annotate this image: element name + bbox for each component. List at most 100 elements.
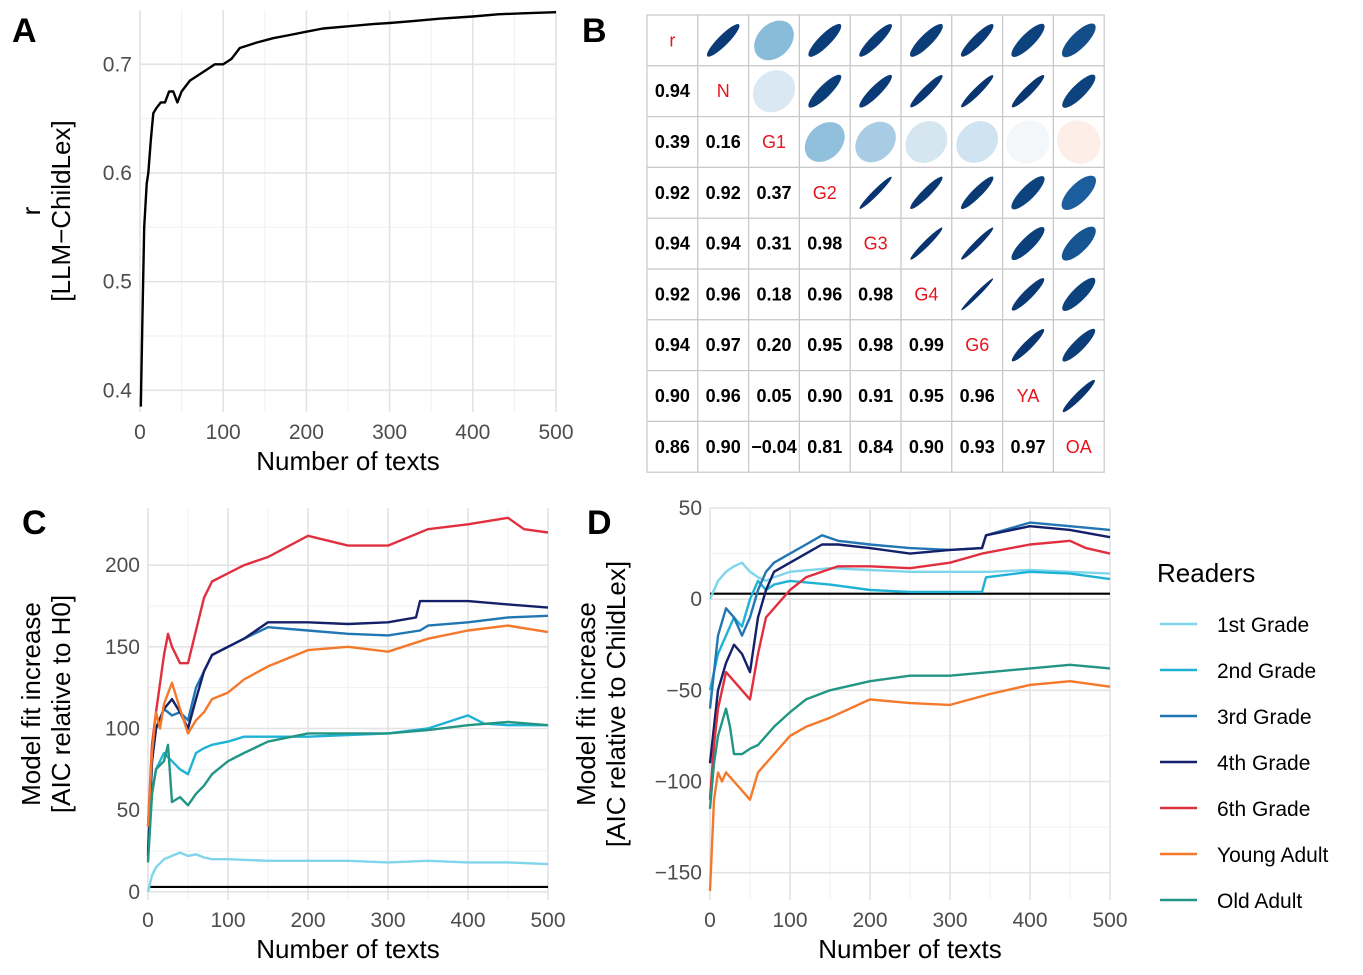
correlation-ellipse: [752, 70, 796, 113]
correlation-value: 0.94: [655, 234, 690, 254]
correlation-value: 0.18: [756, 284, 791, 304]
y-axis-title-line: [AIC relative to ChildLex]: [601, 561, 631, 847]
correlation-value: 0.99: [909, 335, 944, 355]
correlation-value: 0.95: [807, 335, 842, 355]
correlation-value: 0.05: [756, 386, 791, 406]
correlation-value: 0.39: [655, 132, 690, 152]
legend-label-young-adult: Young Adult: [1217, 844, 1329, 867]
correlation-value: 0.97: [1010, 437, 1045, 457]
y-axis-title-line: [LLM−ChildLex]: [46, 120, 76, 301]
correlation-value: 0.86: [655, 437, 690, 457]
x-axis-title: Number of texts: [818, 934, 1002, 964]
diagonal-label-g6: G6: [965, 335, 989, 355]
correlation-value: 0.94: [655, 335, 690, 355]
y-tick-label: 200: [105, 554, 140, 577]
panel-label-d: D: [587, 504, 612, 542]
correlation-value: 0.96: [706, 284, 741, 304]
matrix-cell: [1052, 420, 1105, 473]
correlation-ellipse: [1062, 379, 1095, 413]
y-tick-label: 0: [690, 588, 702, 611]
correlation-ellipse: [1011, 176, 1045, 210]
x-tick-label: 400: [450, 909, 485, 932]
correlation-value: 0.98: [858, 335, 893, 355]
legend-title: Readers: [1157, 558, 1255, 588]
correlation-ellipse: [910, 227, 943, 260]
legend-label-3rd-grade: 3rd Grade: [1217, 706, 1312, 729]
matrix-cell: [646, 319, 699, 372]
y-axis-title-line: [AIC relative to H0]: [46, 595, 76, 813]
matrix-cell: [747, 166, 800, 219]
series-line-young-adult: [146, 624, 549, 827]
correlation-ellipse: [910, 75, 943, 108]
diagonal-label-g1: G1: [762, 132, 786, 152]
matrix-cell: [798, 166, 851, 219]
y-tick-label: 0.4: [103, 379, 133, 402]
matrix-cell: [849, 420, 902, 473]
y-tick-label: 150: [105, 636, 140, 659]
correlation-value: 0.37: [756, 183, 791, 203]
series-line-1st-grade: [146, 851, 549, 893]
matrix-cell: [849, 370, 902, 423]
matrix-cell: [747, 268, 800, 321]
correlation-value: 0.95: [909, 386, 944, 406]
correlation-ellipse: [808, 23, 842, 57]
correlation-value: 0.31: [756, 234, 791, 254]
correlation-value: 0.97: [706, 335, 741, 355]
diagonal-label-oa: OA: [1066, 437, 1092, 457]
correlation-value: 0.90: [909, 437, 944, 457]
correlation-ellipse: [1011, 227, 1045, 261]
correlation-value: 0.96: [807, 284, 842, 304]
correlation-value: 0.92: [706, 183, 741, 203]
x-tick-label: 0: [704, 909, 716, 932]
correlation-ellipse: [1061, 175, 1097, 211]
correlation-ellipse: [910, 176, 943, 209]
y-tick-label: −50: [666, 679, 702, 702]
x-tick-label: 400: [1012, 909, 1047, 932]
matrix-cell: [900, 370, 953, 423]
x-tick-label: 0: [142, 909, 154, 932]
diagonal-label-g2: G2: [813, 183, 837, 203]
correlation-value: 0.20: [756, 335, 791, 355]
correlation-ellipse: [1062, 328, 1096, 362]
correlation-ellipse: [1062, 74, 1096, 108]
panel-b-correlation-matrix: r 0.94 N 0.39 0.16 G1 0.92 0.92 0.37 G2 0.94 0.94 0.…: [646, 14, 1105, 473]
correlation-value: 0.94: [655, 81, 690, 101]
y-axis-title-line: r: [16, 206, 46, 215]
correlation-ellipse: [956, 121, 999, 163]
correlation-ellipse: [804, 122, 845, 162]
panel-label-a: A: [12, 12, 37, 50]
x-axis-title: Number of texts: [256, 446, 440, 476]
x-tick-label: 200: [289, 421, 324, 444]
diagonal-label-g4: G4: [914, 284, 938, 304]
diagonal-label-n: N: [717, 81, 730, 101]
x-axis-title: Number of texts: [256, 934, 440, 964]
matrix-cell: [798, 319, 851, 372]
y-tick-label: −100: [655, 770, 702, 793]
correlation-value: 0.92: [655, 183, 690, 203]
y-tick-label: −150: [655, 862, 702, 885]
correlation-ellipse: [961, 227, 994, 260]
series-line-4th-grade: [146, 599, 549, 856]
matrix-cell: [849, 268, 902, 321]
x-tick-label: 100: [210, 909, 245, 932]
correlation-value: 0.94: [706, 234, 741, 254]
panel-d-line-chart: 0 100 200 300 400 500 −150 −100 −50 0 50 Number of …: [571, 497, 1128, 964]
correlation-value: 0.98: [858, 284, 893, 304]
series-line-old-adult: [146, 720, 549, 863]
series-line-2nd-grade: [146, 714, 548, 860]
matrix-cell: [646, 217, 699, 270]
matrix-cell: [646, 115, 699, 168]
correlation-value: 0.81: [807, 437, 842, 457]
legend: Readers 1st Grade 2nd Grade 3rd Grade 4th G…: [1157, 558, 1329, 913]
y-tick-label: 100: [105, 718, 140, 741]
y-tick-label: 0.6: [103, 162, 132, 185]
correlation-ellipse: [1062, 277, 1096, 312]
matrix-cell: [747, 420, 800, 473]
x-tick-label: 500: [538, 421, 573, 444]
correlation-ellipse: [1011, 75, 1045, 108]
matrix-cell: [1052, 217, 1105, 270]
correlation-value: 0.91: [858, 386, 893, 406]
diagonal-label-g3: G3: [864, 234, 888, 254]
